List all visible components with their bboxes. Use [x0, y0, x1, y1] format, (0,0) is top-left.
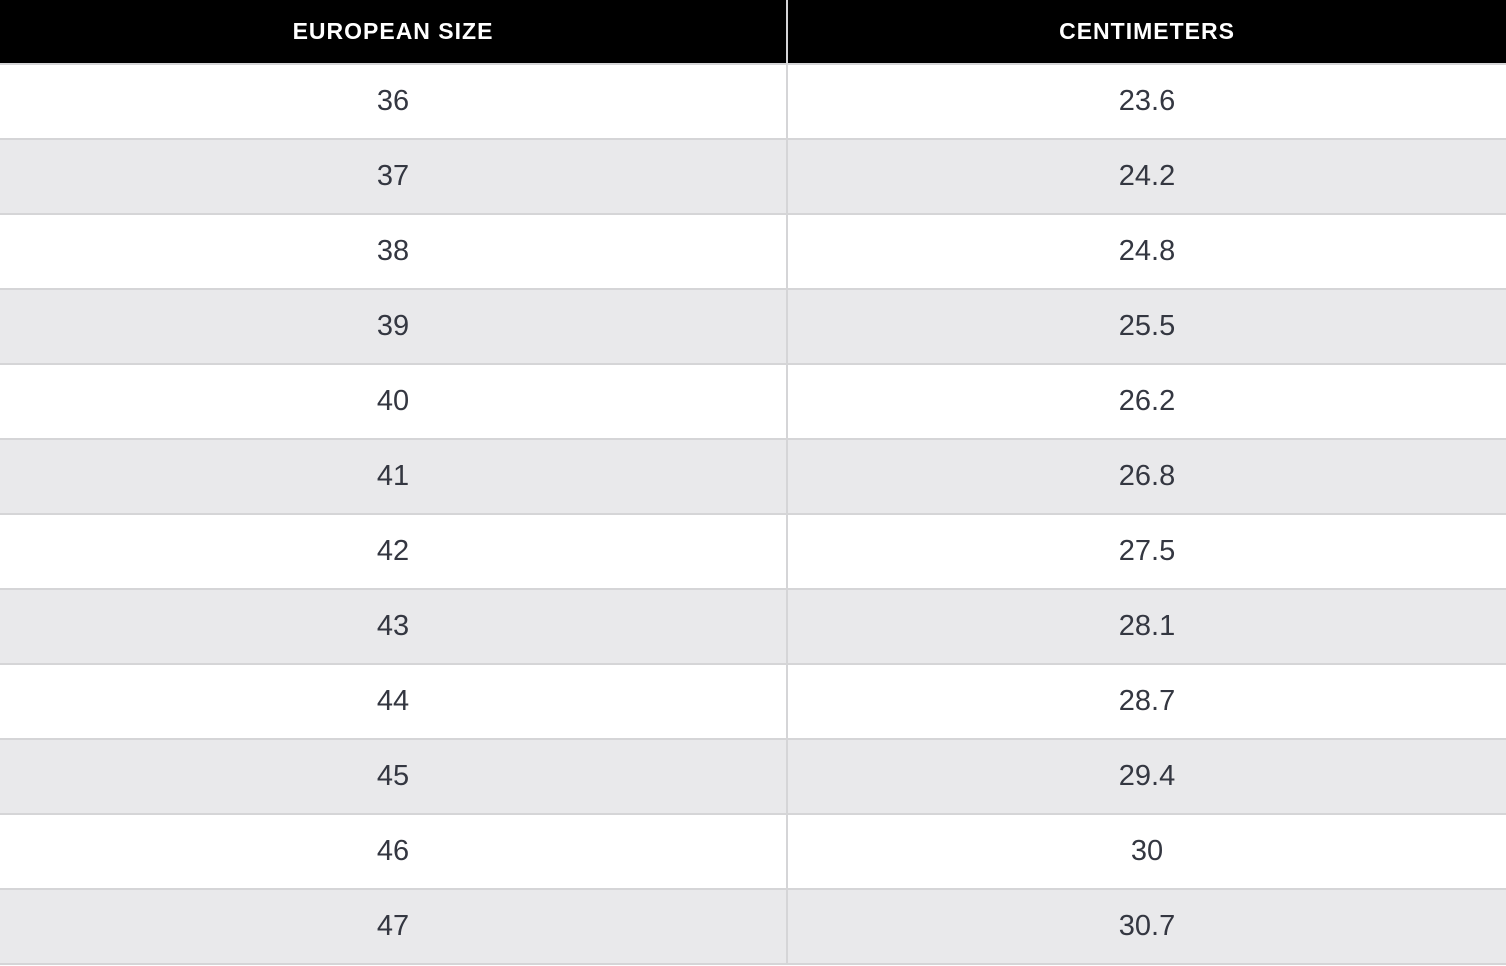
table-header: EUROPEAN SIZE CENTIMETERS	[0, 0, 1506, 65]
cell-european-size: 36	[0, 64, 788, 140]
cell-centimeters: 24.2	[787, 139, 1506, 215]
table-body: 36 23.6 37 24.2 38 24.8 39 25.5 40 26.2 41 26.8 42 27…	[0, 64, 1506, 965]
cell-centimeters: 26.2	[787, 364, 1506, 440]
table-row: 47 30.7	[0, 889, 1506, 965]
column-header-centimeters: CENTIMETERS	[787, 0, 1506, 65]
table-row: 46 30	[0, 814, 1506, 890]
cell-european-size: 40	[0, 364, 788, 440]
cell-centimeters: 27.5	[787, 514, 1506, 590]
cell-european-size: 46	[0, 814, 788, 890]
table-row: 38 24.8	[0, 214, 1506, 290]
cell-european-size: 41	[0, 439, 788, 515]
table-row: 39 25.5	[0, 289, 1506, 365]
table-row: 36 23.6	[0, 64, 1506, 140]
cell-centimeters: 30.7	[787, 889, 1506, 965]
table-row: 42 27.5	[0, 514, 1506, 590]
cell-european-size: 44	[0, 664, 788, 740]
table-row: 44 28.7	[0, 664, 1506, 740]
table-row: 37 24.2	[0, 139, 1506, 215]
cell-centimeters: 30	[787, 814, 1506, 890]
cell-european-size: 38	[0, 214, 788, 290]
cell-european-size: 37	[0, 139, 788, 215]
cell-european-size: 47	[0, 889, 788, 965]
cell-centimeters: 23.6	[787, 64, 1506, 140]
cell-centimeters: 26.8	[787, 439, 1506, 515]
cell-european-size: 45	[0, 739, 788, 815]
table-row: 41 26.8	[0, 439, 1506, 515]
table-row: 40 26.2	[0, 364, 1506, 440]
cell-centimeters: 25.5	[787, 289, 1506, 365]
cell-centimeters: 29.4	[787, 739, 1506, 815]
cell-centimeters: 24.8	[787, 214, 1506, 290]
cell-european-size: 43	[0, 589, 788, 665]
table-row: 43 28.1	[0, 589, 1506, 665]
cell-centimeters: 28.7	[787, 664, 1506, 740]
header-row: EUROPEAN SIZE CENTIMETERS	[0, 0, 1506, 65]
cell-centimeters: 28.1	[787, 589, 1506, 665]
cell-european-size: 39	[0, 289, 788, 365]
column-header-european-size: EUROPEAN SIZE	[0, 0, 788, 65]
cell-european-size: 42	[0, 514, 788, 590]
table-row: 45 29.4	[0, 739, 1506, 815]
